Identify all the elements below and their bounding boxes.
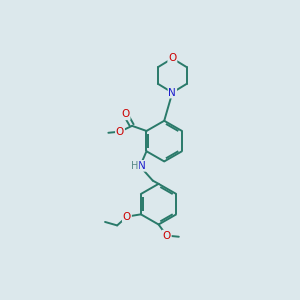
Text: H: H: [131, 161, 139, 171]
Text: N: N: [138, 161, 146, 171]
Text: O: O: [123, 212, 131, 222]
Text: O: O: [116, 127, 124, 136]
Text: O: O: [122, 109, 130, 119]
Text: O: O: [168, 53, 176, 63]
Text: O: O: [163, 231, 171, 241]
Text: N: N: [169, 88, 176, 98]
